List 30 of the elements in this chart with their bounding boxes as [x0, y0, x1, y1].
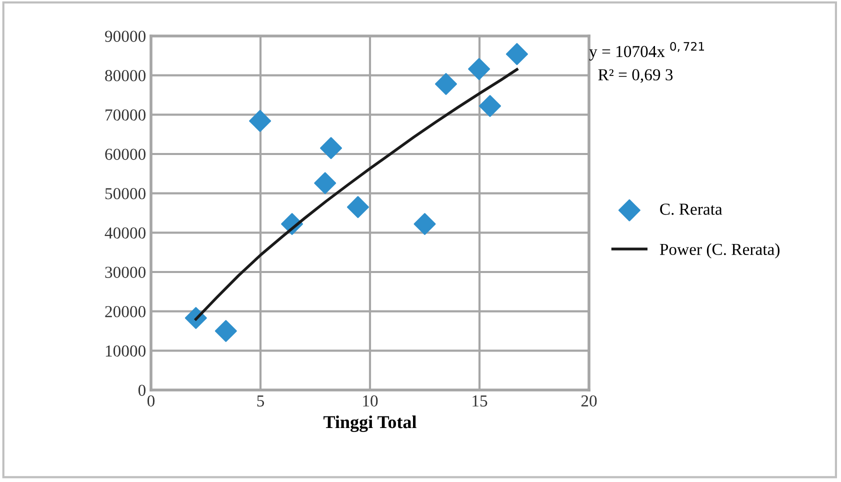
point: [414, 213, 436, 236]
point: [314, 172, 336, 194]
text: R² = 0,69 3: [598, 69, 673, 83]
y-tick-label: 90000: [105, 30, 146, 42]
text: y = 10704x $^{0,721}$: [589, 42, 704, 61]
point: [214, 320, 237, 342]
point: [479, 95, 502, 118]
y-tick-label: 80000: [105, 70, 146, 82]
point: [435, 72, 457, 95]
y-tick-label: 50000: [105, 188, 146, 200]
legend-label: Power (C. Rerata): [660, 243, 780, 258]
y-tick-label: 40000: [104, 227, 146, 239]
point: [346, 196, 369, 218]
y-tick-label: 70000: [106, 109, 146, 121]
legend-label: C. Rerata: [660, 204, 722, 215]
x-tick-label: 0: [147, 395, 155, 407]
x-tick-label: 5: [257, 396, 264, 407]
y-tick-label: 30000: [105, 266, 146, 278]
x-tick-label: 15: [472, 395, 488, 407]
x-axis-title: Tinggi Total: [324, 416, 416, 432]
y-tick-label: 20000: [105, 306, 146, 318]
y-tick-label: 10000: [106, 345, 146, 357]
point: [506, 43, 528, 66]
point: [249, 110, 272, 132]
y-tick-label: 0: [138, 384, 146, 396]
point: [468, 58, 490, 80]
y-tick-label: 60000: [105, 148, 146, 160]
x-tick-label: 10: [363, 395, 378, 407]
point: [320, 137, 342, 160]
x-tick-label: 20: [581, 395, 597, 407]
